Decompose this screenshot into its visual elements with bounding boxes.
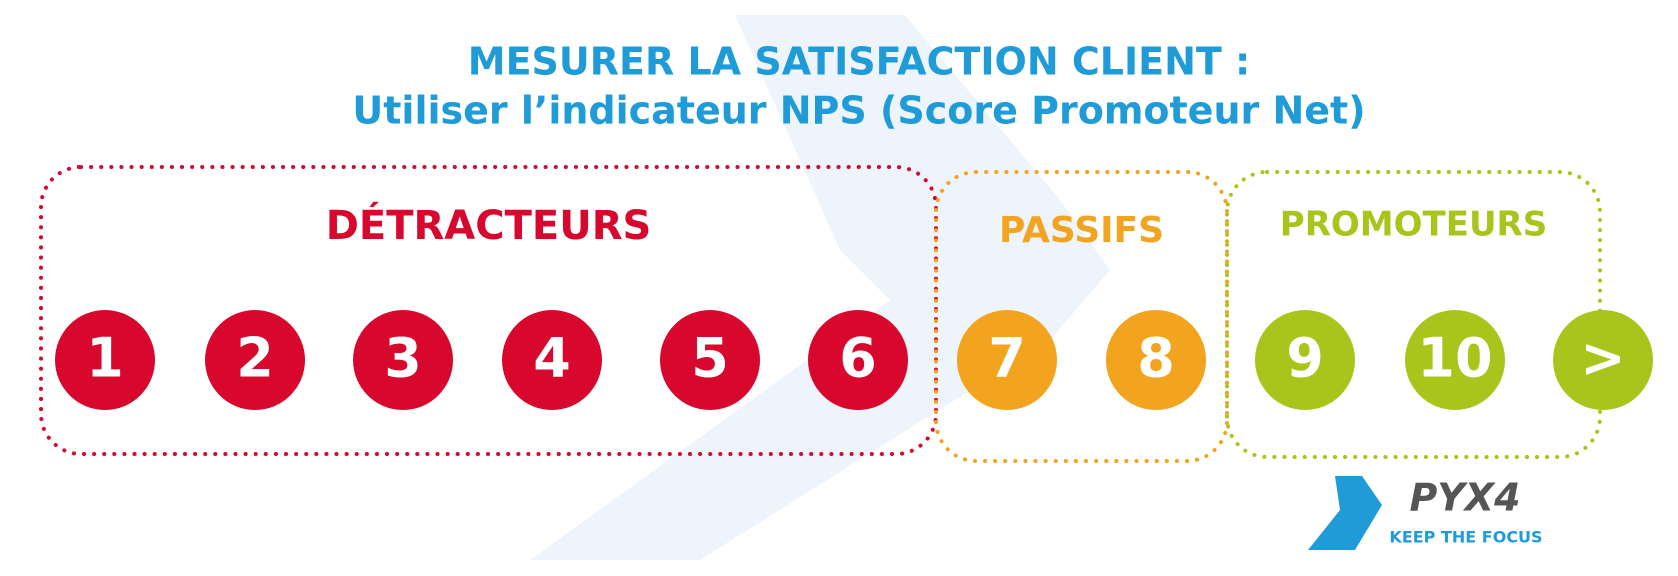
score-circle	[1255, 310, 1355, 410]
score-label: 4	[533, 327, 571, 390]
score-label: 2	[236, 327, 274, 390]
score-label: >	[1580, 327, 1625, 390]
score-label: 6	[839, 327, 877, 390]
score-circle	[55, 310, 155, 410]
score-label: 7	[988, 327, 1026, 390]
score-circle	[1405, 310, 1505, 410]
score-circle	[1106, 310, 1206, 410]
score-label: 5	[691, 327, 729, 390]
score-label: 8	[1137, 327, 1175, 390]
subtitle-line: Utiliser l’indicateur NPS (Score Promote…	[352, 89, 1365, 133]
score-label: 1	[86, 327, 124, 390]
score-circle	[808, 310, 908, 410]
logo-name: PYX4	[1409, 476, 1520, 520]
score-circle	[353, 310, 453, 410]
score-circle	[205, 310, 305, 410]
title-line: MESURER LA SATISFACTION CLIENT :	[468, 40, 1250, 84]
logo: PYX4 KEEP THE FOCUS	[1308, 476, 1543, 550]
group-box	[1225, 170, 1602, 459]
score-label: 3	[384, 327, 422, 390]
background-chevron	[530, 15, 1110, 560]
score-label: 10	[1417, 327, 1492, 390]
logo-tagline: KEEP THE FOCUS	[1389, 528, 1542, 547]
group-label: PROMOTEURS	[1280, 205, 1547, 245]
group-label: PASSIFS	[999, 210, 1164, 251]
logo-mark	[1308, 476, 1382, 550]
group-label: DÉTRACTEURS	[326, 201, 652, 249]
score-circle	[1553, 310, 1653, 410]
score-circle	[502, 310, 602, 410]
score-circle	[660, 310, 760, 410]
score-label: 9	[1286, 327, 1324, 390]
score-circle	[957, 310, 1057, 410]
groups: DÉTRACTEURS 1 2 3 4 5 6 PASSIFS 7 8 PROMOTEURS 9 10 >	[39, 165, 1653, 463]
